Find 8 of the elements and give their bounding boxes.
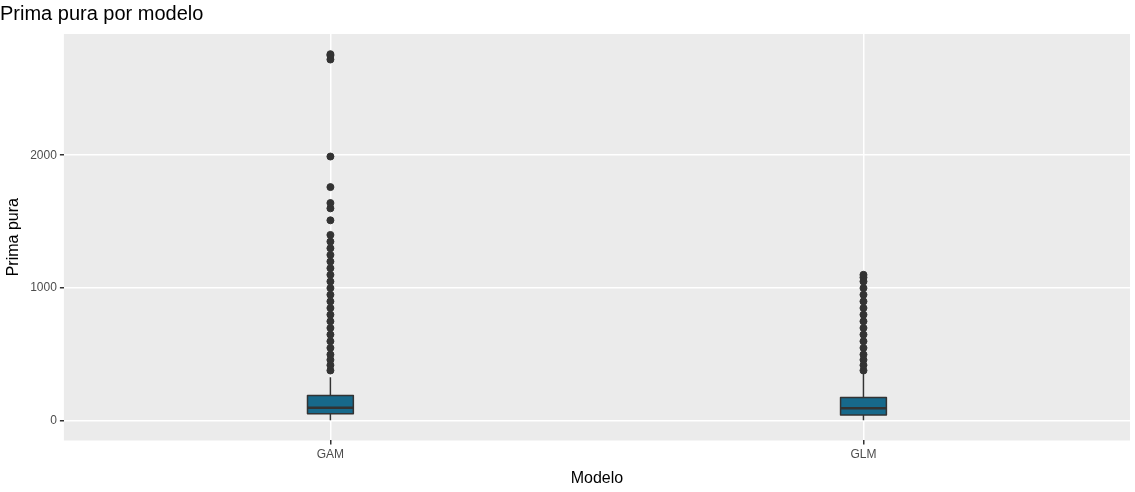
x-tick-label: GLM [850, 446, 877, 461]
x-tick-label: GAM [316, 446, 345, 461]
x-axis-title: Modelo [570, 468, 624, 486]
y-axis-title: Prima pura [4, 197, 22, 277]
y-tick-label: 0 [50, 413, 58, 428]
chart-title: Prima pura por modelo [0, 1, 204, 24]
y-tick-label: 1000 [30, 280, 58, 295]
y-tick-label: 2000 [30, 147, 58, 162]
